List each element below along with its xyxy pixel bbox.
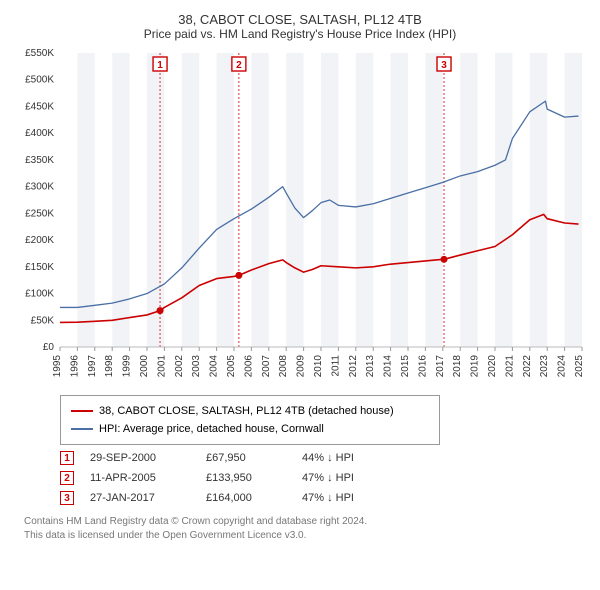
sale-row: 1 29-SEP-2000 £67,950 44% ↓ HPI bbox=[60, 451, 588, 465]
svg-text:2012: 2012 bbox=[348, 355, 359, 378]
sales-list: 1 29-SEP-2000 £67,950 44% ↓ HPI 2 11-APR-2005… bbox=[12, 451, 588, 505]
chart-title: 38, CABOT CLOSE, SALTASH, PL12 4TB bbox=[12, 12, 588, 27]
sale-diff: 44% ↓ HPI bbox=[302, 452, 392, 464]
svg-text:2017: 2017 bbox=[435, 355, 446, 378]
sale-price: £133,950 bbox=[206, 472, 286, 484]
svg-text:2020: 2020 bbox=[487, 355, 498, 378]
svg-text:2006: 2006 bbox=[243, 355, 254, 378]
svg-text:1998: 1998 bbox=[104, 355, 115, 378]
footer-line-2: This data is licensed under the Open Gov… bbox=[24, 529, 588, 543]
svg-text:£550K: £550K bbox=[25, 48, 54, 59]
chart-area: 1 2 3 £0 £50K £100K £150K £200K £250K £300K £350K £… bbox=[12, 47, 588, 387]
legend: 38, CABOT CLOSE, SALTASH, PL12 4TB (deta… bbox=[60, 395, 440, 445]
sale-diff: 47% ↓ HPI bbox=[302, 492, 392, 504]
sale-marker: 3 bbox=[60, 491, 74, 505]
chart-subtitle: Price paid vs. HM Land Registry's House … bbox=[12, 27, 588, 41]
svg-text:£500K: £500K bbox=[25, 75, 54, 86]
sale-row: 2 11-APR-2005 £133,950 47% ↓ HPI bbox=[60, 471, 588, 485]
svg-text:2018: 2018 bbox=[452, 355, 463, 378]
svg-text:2001: 2001 bbox=[156, 355, 167, 378]
legend-label: 38, CABOT CLOSE, SALTASH, PL12 4TB (deta… bbox=[99, 405, 394, 417]
legend-swatch bbox=[71, 428, 93, 430]
sale-date: 11-APR-2005 bbox=[90, 472, 190, 484]
svg-text:3: 3 bbox=[441, 60, 447, 71]
sale-marker: 1 bbox=[60, 451, 74, 465]
svg-text:2016: 2016 bbox=[417, 355, 428, 378]
svg-text:2019: 2019 bbox=[470, 355, 481, 378]
svg-text:2025: 2025 bbox=[574, 355, 585, 378]
sale-diff: 47% ↓ HPI bbox=[302, 472, 392, 484]
svg-text:1997: 1997 bbox=[87, 355, 98, 378]
svg-text:1995: 1995 bbox=[52, 355, 63, 378]
line-chart: 1 2 3 £0 £50K £100K £150K £200K £250K £300K £350K £… bbox=[12, 47, 588, 387]
svg-text:£300K: £300K bbox=[25, 182, 54, 193]
svg-text:£150K: £150K bbox=[25, 262, 54, 273]
svg-text:2000: 2000 bbox=[139, 355, 150, 378]
svg-text:2005: 2005 bbox=[226, 355, 237, 378]
footer-line-1: Contains HM Land Registry data © Crown c… bbox=[24, 515, 588, 529]
svg-text:2021: 2021 bbox=[504, 355, 515, 378]
svg-text:2002: 2002 bbox=[174, 355, 185, 378]
svg-text:2022: 2022 bbox=[522, 355, 533, 378]
svg-text:2009: 2009 bbox=[296, 355, 307, 378]
svg-text:£50K: £50K bbox=[31, 315, 55, 326]
svg-text:2004: 2004 bbox=[209, 355, 220, 378]
svg-text:£400K: £400K bbox=[25, 128, 54, 139]
svg-text:1996: 1996 bbox=[69, 355, 80, 378]
svg-text:1999: 1999 bbox=[122, 355, 133, 378]
svg-text:£350K: £350K bbox=[25, 155, 54, 166]
sale-date: 27-JAN-2017 bbox=[90, 492, 190, 504]
svg-text:2008: 2008 bbox=[278, 355, 289, 378]
svg-text:£200K: £200K bbox=[25, 235, 54, 246]
svg-text:£100K: £100K bbox=[25, 289, 54, 300]
svg-text:2015: 2015 bbox=[400, 355, 411, 378]
legend-swatch bbox=[71, 410, 93, 412]
sale-price: £67,950 bbox=[206, 452, 286, 464]
svg-text:2010: 2010 bbox=[313, 355, 324, 378]
legend-row: 38, CABOT CLOSE, SALTASH, PL12 4TB (deta… bbox=[71, 402, 429, 420]
legend-row: HPI: Average price, detached house, Corn… bbox=[71, 420, 429, 438]
legend-label: HPI: Average price, detached house, Corn… bbox=[99, 423, 324, 435]
footer-attribution: Contains HM Land Registry data © Crown c… bbox=[24, 515, 588, 543]
sale-date: 29-SEP-2000 bbox=[90, 452, 190, 464]
svg-text:2: 2 bbox=[236, 60, 242, 71]
svg-text:2014: 2014 bbox=[383, 355, 394, 378]
svg-text:2003: 2003 bbox=[191, 355, 202, 378]
svg-text:2013: 2013 bbox=[365, 355, 376, 378]
svg-text:1: 1 bbox=[157, 60, 163, 71]
sale-price: £164,000 bbox=[206, 492, 286, 504]
svg-text:2024: 2024 bbox=[557, 355, 568, 378]
svg-text:2023: 2023 bbox=[539, 355, 550, 378]
svg-text:£450K: £450K bbox=[25, 101, 54, 112]
svg-text:£0: £0 bbox=[43, 342, 55, 353]
svg-text:2007: 2007 bbox=[261, 355, 272, 378]
sale-marker: 2 bbox=[60, 471, 74, 485]
sale-row: 3 27-JAN-2017 £164,000 47% ↓ HPI bbox=[60, 491, 588, 505]
svg-text:2011: 2011 bbox=[330, 355, 341, 377]
svg-text:£250K: £250K bbox=[25, 208, 54, 219]
